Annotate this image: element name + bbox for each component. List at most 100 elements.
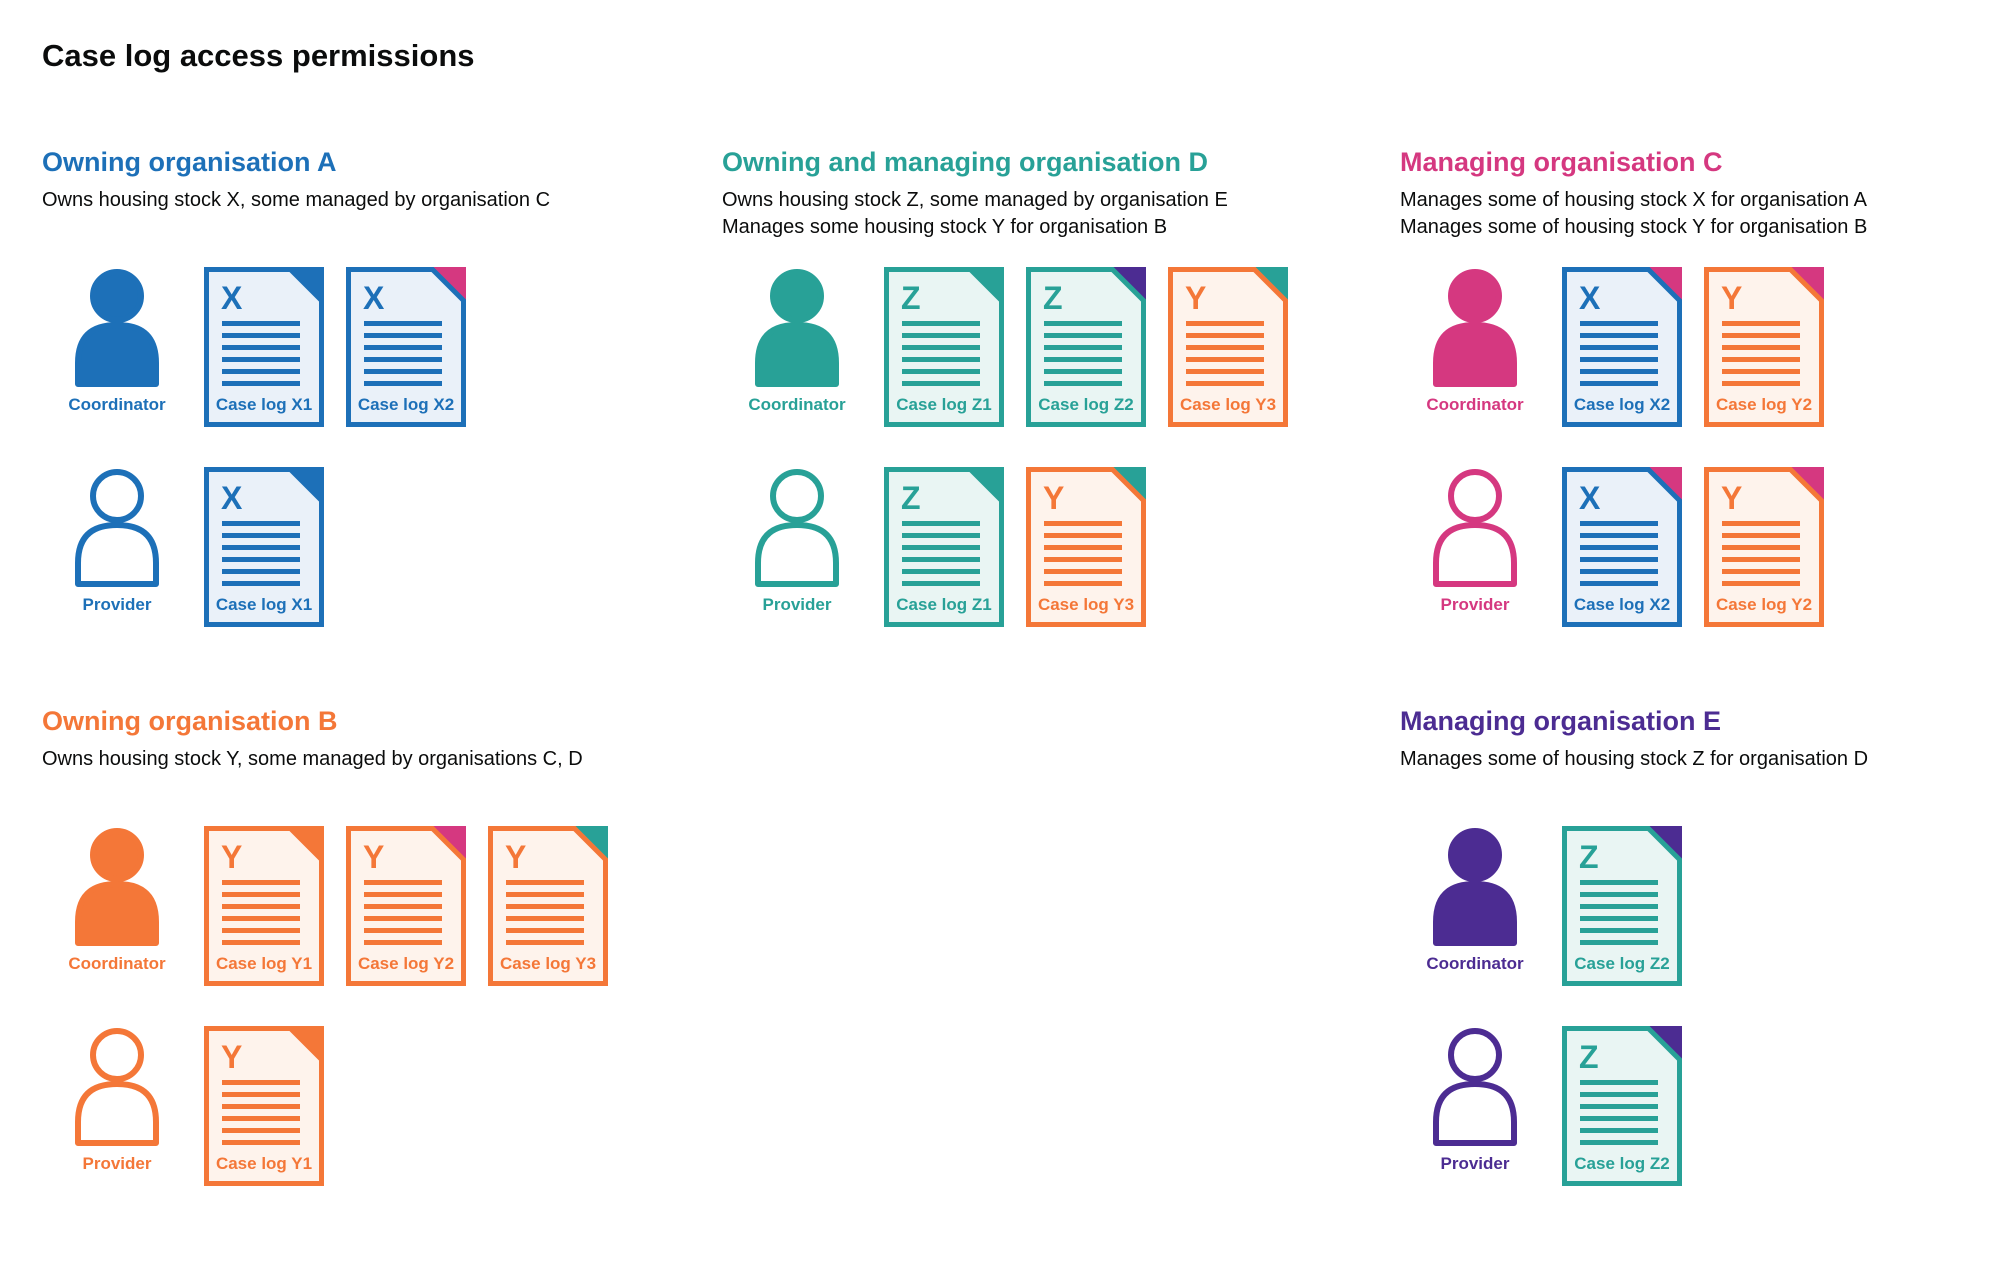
section-org-e: Managing organisation E Manages some of h…	[1400, 704, 1990, 1186]
case-log-doc: X Case log X1	[204, 267, 324, 427]
case-log-label: Case log Y3	[1180, 395, 1276, 414]
case-log-label: Case log X2	[1574, 395, 1670, 414]
doc-text-line	[506, 940, 584, 945]
doc-text-line	[1722, 581, 1800, 586]
doc-text-line	[1580, 521, 1658, 526]
doc-text-line	[364, 904, 442, 909]
person-body	[75, 881, 159, 946]
stock-letter: Y	[221, 839, 242, 875]
section-description: Manages some of housing stock X for orga…	[1400, 187, 1990, 241]
doc-text-line	[1580, 533, 1658, 538]
section-heading: Owning and managing organisation D	[722, 147, 1209, 177]
doc-text-line	[1580, 916, 1658, 921]
doc-text-line	[1722, 381, 1800, 386]
section-org-d: Owning and managing organisation D Owns h…	[722, 145, 1382, 627]
stock-letter: Z	[1579, 1039, 1599, 1075]
case-log-document-icon: X Case log X1	[204, 467, 324, 627]
doc-text-line	[222, 369, 300, 374]
doc-text-line	[1186, 369, 1264, 374]
coordinator-icon	[755, 269, 839, 387]
permission-row-provider: Provider Z Case log Z2	[1400, 1026, 1990, 1186]
doc-text-line	[222, 1080, 300, 1085]
doc-text-line	[1186, 345, 1264, 350]
case-log-label: Case log Y1	[216, 1154, 312, 1173]
case-log-document-icon: X Case log X2	[346, 267, 466, 427]
case-log-doc: Y Case log Y3	[1026, 467, 1146, 627]
coordinator-icon	[75, 828, 159, 946]
section-description-line: Manages some of housing stock Y for orga…	[1400, 216, 1868, 238]
case-log-doc: Z Case log Z2	[1562, 1026, 1682, 1186]
doc-text-line	[1044, 345, 1122, 350]
doc-text-line	[1580, 1128, 1658, 1133]
doc-text-line	[222, 545, 300, 550]
case-log-doc: Y Case log Y2	[346, 826, 466, 986]
person-head	[1448, 469, 1502, 523]
doc-text-line	[222, 1128, 300, 1133]
case-log-doc: Y Case log Y1	[204, 826, 324, 986]
doc-group: X Case log X1 X Case log X2	[204, 267, 466, 427]
case-log-label: Case log Y2	[1716, 395, 1812, 414]
doc-text-line	[1580, 904, 1658, 909]
doc-text-line	[222, 1140, 300, 1145]
section-org-c: Managing organisation C Manages some of h…	[1400, 145, 1990, 627]
section-heading: Owning organisation A	[42, 147, 337, 177]
permission-row-provider: Provider Y Case log Y1	[42, 1026, 702, 1186]
doc-group: X Case log X1	[204, 467, 324, 627]
person-body	[75, 1081, 159, 1146]
case-log-doc: Y Case log Y2	[1704, 467, 1824, 627]
permission-row-provider: Provider Z Case log Z1 Y Case log Y3	[722, 467, 1382, 627]
doc-text-line	[222, 557, 300, 562]
case-log-label: Case log Z2	[1574, 1154, 1669, 1173]
person-head	[90, 828, 144, 882]
stock-letter: Y	[1721, 280, 1742, 316]
doc-text-line	[222, 581, 300, 586]
stock-letter: Y	[1043, 480, 1064, 516]
case-log-label: Case log Y3	[500, 954, 596, 973]
case-log-document-icon: Z Case log Z2	[1026, 267, 1146, 427]
person-coordinator: Coordinator	[42, 267, 192, 415]
stock-letter: Y	[221, 1039, 242, 1075]
stock-letter: Z	[1043, 280, 1063, 316]
case-log-document-icon: X Case log X1	[204, 267, 324, 427]
doc-text-line	[222, 904, 300, 909]
doc-text-line	[1044, 581, 1122, 586]
doc-text-line	[902, 321, 980, 326]
doc-text-line	[1580, 321, 1658, 326]
person-body	[1433, 322, 1517, 387]
doc-text-line	[222, 928, 300, 933]
case-log-label: Case log X1	[216, 395, 312, 414]
case-log-document-icon: X Case log X2	[1562, 267, 1682, 427]
doc-text-line	[1722, 333, 1800, 338]
doc-text-line	[902, 533, 980, 538]
role-label: Coordinator	[68, 395, 166, 414]
person-body	[755, 522, 839, 587]
section-rows: Coordinator X Case log X2 Y Case log Y2 Provi…	[1400, 267, 1990, 627]
doc-text-line	[1580, 1140, 1658, 1145]
doc-group: Y Case log Y1	[204, 1026, 324, 1186]
stock-letter: Y	[1185, 280, 1206, 316]
doc-text-line	[1580, 369, 1658, 374]
doc-text-line	[1044, 333, 1122, 338]
doc-text-line	[902, 357, 980, 362]
doc-text-line	[364, 381, 442, 386]
case-log-label: Case log X1	[216, 595, 312, 614]
role-label: Provider	[1440, 1154, 1510, 1173]
section-heading: Managing organisation C	[1400, 147, 1723, 177]
doc-text-line	[222, 381, 300, 386]
section-org-b: Owning organisation B Owns housing stock …	[42, 704, 702, 1186]
section-rows: Coordinator Z Case log Z1 Z Case log Z2 Y Case…	[722, 267, 1382, 627]
doc-text-line	[1044, 381, 1122, 386]
permission-row-provider: Provider X Case log X2 Y Case log Y2	[1400, 467, 1990, 627]
stock-letter: Z	[901, 280, 921, 316]
doc-text-line	[222, 569, 300, 574]
case-log-label: Case log Y2	[358, 954, 454, 973]
person-provider: Provider	[42, 1026, 192, 1174]
section-description-line: Manages some housing stock Y for organis…	[722, 216, 1168, 238]
role-label: Coordinator	[748, 395, 846, 414]
doc-text-line	[1580, 880, 1658, 885]
doc-text-line	[1186, 357, 1264, 362]
doc-text-line	[222, 521, 300, 526]
doc-text-line	[222, 1092, 300, 1097]
doc-text-line	[902, 345, 980, 350]
doc-text-line	[222, 345, 300, 350]
